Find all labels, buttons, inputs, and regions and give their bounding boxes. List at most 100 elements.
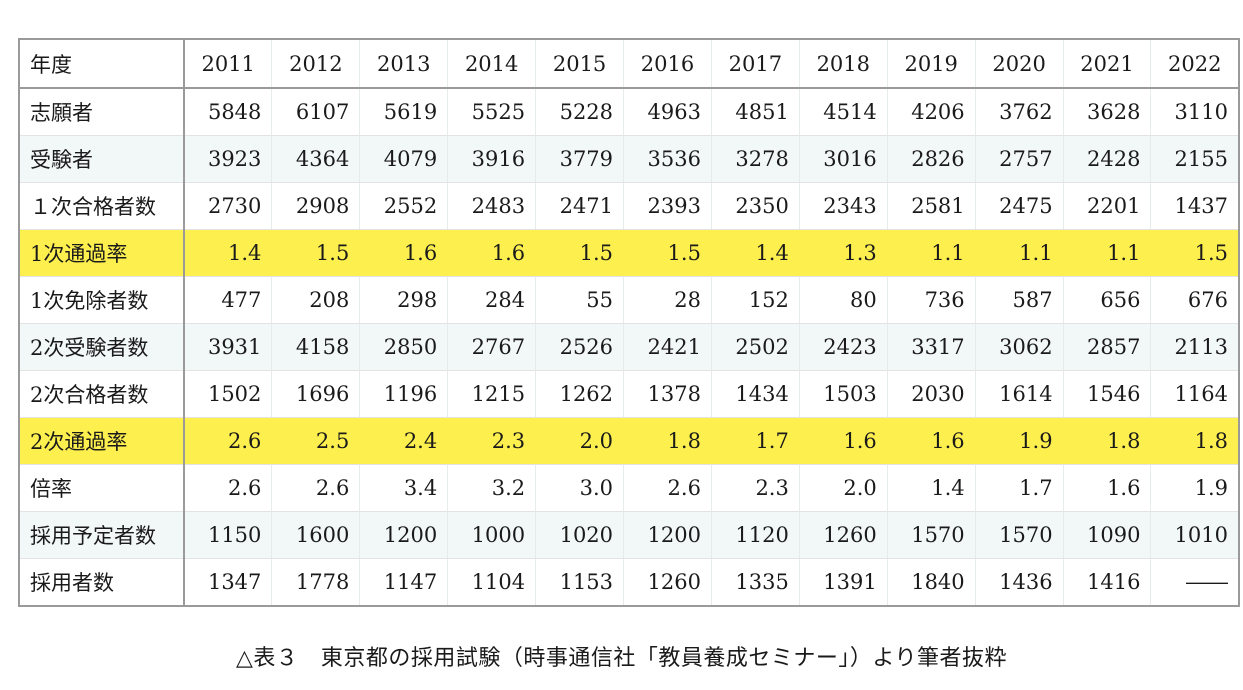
table-cell: 1347 [183, 558, 272, 606]
table-cell: 2.4 [359, 417, 448, 465]
table-cell: 1.1 [886, 229, 976, 277]
table-cell: 2113 [1150, 323, 1239, 371]
row-label: 2次通過率 [19, 417, 185, 465]
table-cell: 1434 [710, 370, 800, 418]
table-cell: 2767 [447, 323, 536, 371]
table-cell: 2201 [1062, 182, 1151, 230]
table-cell: 1391 [798, 558, 888, 606]
table-cell: 2.0 [535, 417, 624, 465]
table-cell: 1.4 [886, 464, 976, 512]
header-year-2022: 2022 [1150, 39, 1239, 89]
table-cell: 1.8 [1150, 417, 1239, 465]
table-cell: 2908 [271, 182, 360, 230]
table-cell: 1.7 [974, 464, 1064, 512]
table-cell: 2393 [623, 182, 712, 230]
table-cell: 1104 [447, 558, 536, 606]
table-cell: 1010 [1150, 511, 1239, 559]
header-year-2011: 2011 [183, 39, 272, 89]
table-cell: 1147 [359, 558, 448, 606]
header-year-2016: 2016 [623, 39, 712, 89]
table-cell: 5525 [447, 88, 536, 136]
table-cell: 1120 [710, 511, 800, 559]
table-cell: 4079 [359, 135, 448, 183]
table-cell: 2.3 [710, 464, 800, 512]
table-cell: 2423 [798, 323, 888, 371]
table-cell: 2850 [359, 323, 448, 371]
header-label-year: 年度 [19, 39, 185, 89]
table-cell: 1196 [359, 370, 448, 418]
table-cell: 2.0 [798, 464, 888, 512]
table-cell: 3762 [974, 88, 1064, 136]
table-cell: 3536 [623, 135, 712, 183]
table-cell: 2.6 [183, 464, 272, 512]
table-cell: 6107 [271, 88, 360, 136]
table-row: 志願者 5848 6107 5619 5525 5228 4963 4851 4514 4206 3… [19, 88, 1239, 136]
table-cell: 3062 [974, 323, 1064, 371]
table-cell: 2526 [535, 323, 624, 371]
table-cell: 4364 [271, 135, 360, 183]
table-cell: 3.4 [359, 464, 448, 512]
table-cell: 208 [271, 276, 360, 324]
recruitment-exam-table: 年度 2011 2012 2013 2014 2015 2016 2017 2018 2019 2… [18, 38, 1240, 607]
table-cell: 2502 [710, 323, 800, 371]
table-cell: 2730 [183, 182, 272, 230]
table-caption: △表３ 東京都の採用試験（時事通信社「教員養成セミナー」）より筆者抜粋 [236, 646, 1007, 671]
table-cell: 80 [798, 276, 888, 324]
table-cell: 1.1 [974, 229, 1064, 277]
table-cell: 5228 [535, 88, 624, 136]
table-cell: 1.6 [886, 417, 976, 465]
table-cell: 1200 [359, 511, 448, 559]
table-cell: 1436 [974, 558, 1064, 606]
table-cell: 1.4 [183, 229, 272, 277]
table-cell: 3016 [798, 135, 888, 183]
table-cell: 1.6 [1062, 464, 1151, 512]
table-cell: 4158 [271, 323, 360, 371]
table-cell: 2.6 [271, 464, 360, 512]
table-cell: 2343 [798, 182, 888, 230]
table-cell: 1546 [1062, 370, 1151, 418]
table-cell: 1416 [1062, 558, 1151, 606]
table-cell: 1335 [710, 558, 800, 606]
table-cell: 2.6 [623, 464, 712, 512]
table-cell: 1696 [271, 370, 360, 418]
table-cell: 1502 [183, 370, 272, 418]
table-cell: 1.8 [1062, 417, 1151, 465]
table-cell: 1260 [623, 558, 712, 606]
header-year-2019: 2019 [886, 39, 976, 89]
row-label: 受験者 [19, 135, 185, 183]
table-cell: 2757 [974, 135, 1064, 183]
table-cell: 4851 [710, 88, 800, 136]
table-cell: 1.6 [447, 229, 536, 277]
table-cell: 2483 [447, 182, 536, 230]
table-cell: 1503 [798, 370, 888, 418]
row-label: 2次受験者数 [19, 323, 185, 371]
table-cell: 1.8 [623, 417, 712, 465]
table-row: 受験者 3923 4364 4079 3916 3779 3536 3278 3016 2826 2… [19, 135, 1239, 183]
header-row: 年度 2011 2012 2013 2014 2015 2016 2017 2018 2019 2… [19, 39, 1239, 89]
table-cell: 3317 [886, 323, 976, 371]
table-cell: 2552 [359, 182, 448, 230]
table-cell: 3923 [183, 135, 272, 183]
row-label: 1次通過率 [19, 229, 185, 277]
table-cell: 3278 [710, 135, 800, 183]
table-row: 1次通過率 1.4 1.5 1.6 1.6 1.5 1.5 1.4 1.3 1.1 1.1 1.1 1.… [19, 229, 1239, 277]
table-cell: 2155 [1150, 135, 1239, 183]
table-cell: 1.5 [535, 229, 624, 277]
table-cell: 3628 [1062, 88, 1151, 136]
header-year-2020: 2020 [974, 39, 1064, 89]
row-label: 採用者数 [19, 558, 185, 606]
table-cell: 55 [535, 276, 624, 324]
header-year-2015: 2015 [535, 39, 624, 89]
table-row: 採用予定者数 1150 1600 1200 1000 1020 1200 1120 1260 15… [19, 511, 1239, 559]
header-year-2014: 2014 [447, 39, 536, 89]
table-cell: 1.7 [710, 417, 800, 465]
table-cell: 1020 [535, 511, 624, 559]
table-cell: 1.4 [710, 229, 800, 277]
table-header: 年度 2011 2012 2013 2014 2015 2016 2017 2018 2019 2… [19, 39, 1239, 89]
table-cell: 2030 [886, 370, 976, 418]
table-cell: 1090 [1062, 511, 1151, 559]
table-body: 志願者 5848 6107 5619 5525 5228 4963 4851 4514 4206 3… [19, 88, 1239, 606]
table-cell: 4514 [798, 88, 888, 136]
table-row: 2次合格者数 1502 1696 1196 1215 1262 1378 1434 1503 20… [19, 370, 1239, 418]
header-year-2018: 2018 [798, 39, 888, 89]
